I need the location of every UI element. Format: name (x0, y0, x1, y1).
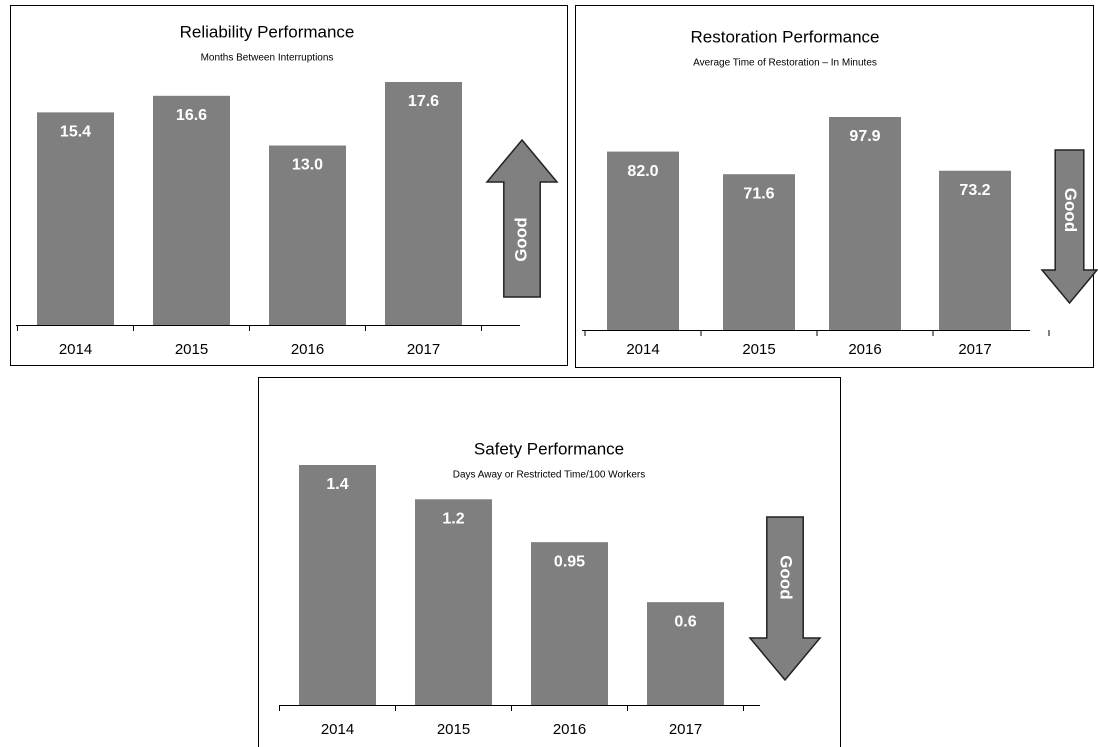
value-label: 82.0 (627, 163, 658, 180)
annotation: Good (1061, 188, 1080, 232)
value-label: 17.6 (408, 93, 439, 110)
value-label: 1.2 (442, 511, 464, 528)
value-label: 73.2 (959, 182, 990, 199)
x-tick-label: 2017 (669, 721, 702, 738)
bar (531, 542, 608, 705)
value-label: 0.95 (554, 553, 585, 570)
x-tick-label: 2014 (59, 341, 92, 358)
value-label: 0.6 (674, 613, 696, 630)
bar (153, 95, 230, 325)
value-label: 97.9 (849, 128, 880, 145)
good-arrow (1040, 149, 1098, 305)
x-tick-label: 2015 (175, 341, 208, 358)
value-label: 16.6 (176, 107, 207, 124)
chart-title: Safety Performance (474, 439, 624, 458)
value-label: 13.0 (292, 157, 323, 174)
good-arrow (485, 138, 559, 298)
x-tick-label: 2016 (291, 341, 324, 358)
x-tick-label: 2014 (626, 341, 659, 358)
x-tick-label: 2015 (742, 341, 775, 358)
bar (37, 112, 114, 325)
chart-title: Restoration Performance (691, 27, 880, 46)
chart-subtitle: Months Between Interruptions (201, 53, 334, 64)
x-tick-label: 2017 (407, 341, 440, 358)
bar (647, 602, 724, 705)
chart-subtitle: Days Away or Restricted Time/100 Workers (453, 470, 645, 481)
bar (415, 499, 492, 705)
x-tick-label: 2015 (437, 721, 470, 738)
chart-title: Reliability Performance (180, 22, 355, 41)
bar (299, 465, 376, 705)
bar (829, 117, 901, 330)
bar (385, 82, 462, 325)
bar (723, 174, 795, 330)
value-label: 71.6 (743, 185, 774, 202)
value-label: 1.4 (326, 476, 348, 493)
chart-subtitle: Average Time of Restoration – In Minutes (693, 58, 877, 69)
value-label: 15.4 (60, 124, 91, 141)
bar (939, 170, 1011, 330)
annotation: Good (777, 555, 796, 599)
annotation: Good (511, 217, 530, 261)
x-tick-label: 2016 (553, 721, 586, 738)
x-tick-label: 2017 (958, 341, 991, 358)
bar (607, 151, 679, 330)
bar (269, 145, 346, 325)
x-tick-label: 2014 (321, 721, 354, 738)
x-tick-label: 2016 (848, 341, 881, 358)
good-arrow (748, 516, 822, 682)
